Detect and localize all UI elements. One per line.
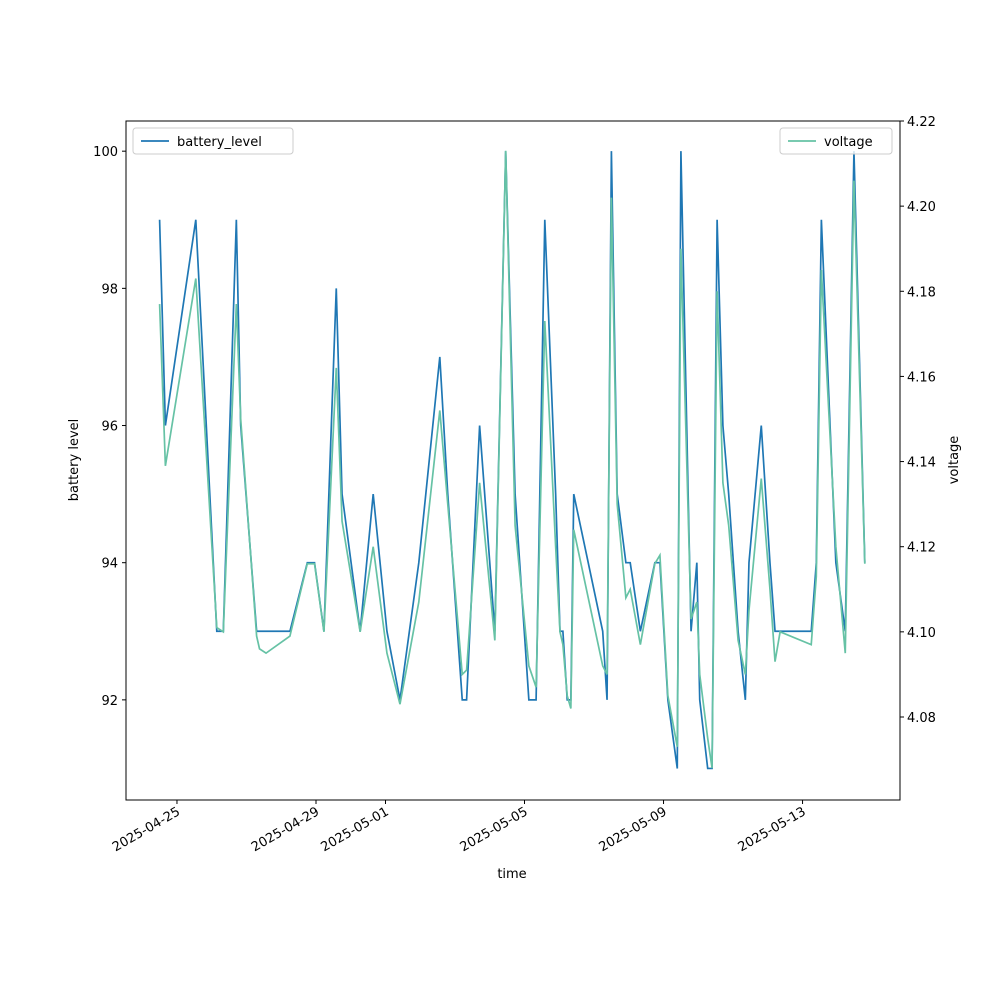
x-tick-label: 2025-04-25: [110, 804, 183, 855]
y2-tick-label: 4.20: [907, 200, 936, 215]
x-tick-label: 2025-04-29: [249, 804, 322, 855]
y2-tick-label: 4.14: [907, 456, 936, 471]
y-tick-label: 100: [93, 145, 118, 160]
y2-tick-label: 4.16: [907, 370, 936, 385]
series-line: [158, 150, 866, 769]
y-tick-label: 94: [101, 557, 118, 572]
series-line: [158, 151, 866, 770]
legend-box: [779, 127, 893, 155]
x-axis-label: time: [497, 867, 526, 882]
y-axis-label: battery level: [67, 419, 82, 502]
y2-tick-label: 4.22: [907, 115, 936, 130]
legend-box: [132, 127, 294, 155]
legend-label: battery_level: [177, 135, 262, 150]
y2-tick-label: 4.10: [907, 626, 936, 641]
legend-label: voltage: [824, 135, 873, 150]
y-tick-label: 92: [101, 694, 118, 709]
y2-tick-label: 4.08: [907, 711, 936, 726]
y2-tick-label: 4.18: [907, 285, 936, 300]
y-tick-label: 98: [101, 282, 118, 297]
y-tick-label: 96: [101, 420, 118, 435]
y2-tick-label: 4.12: [907, 541, 936, 556]
x-tick-label: 2025-05-05: [458, 804, 531, 855]
plot-frame: [125, 120, 901, 801]
x-tick-label: 2025-05-09: [597, 804, 670, 855]
x-tick-label: 2025-05-13: [736, 804, 809, 855]
y2-axis-label: voltage: [947, 436, 962, 485]
x-tick-label: 2025-05-01: [319, 804, 392, 855]
